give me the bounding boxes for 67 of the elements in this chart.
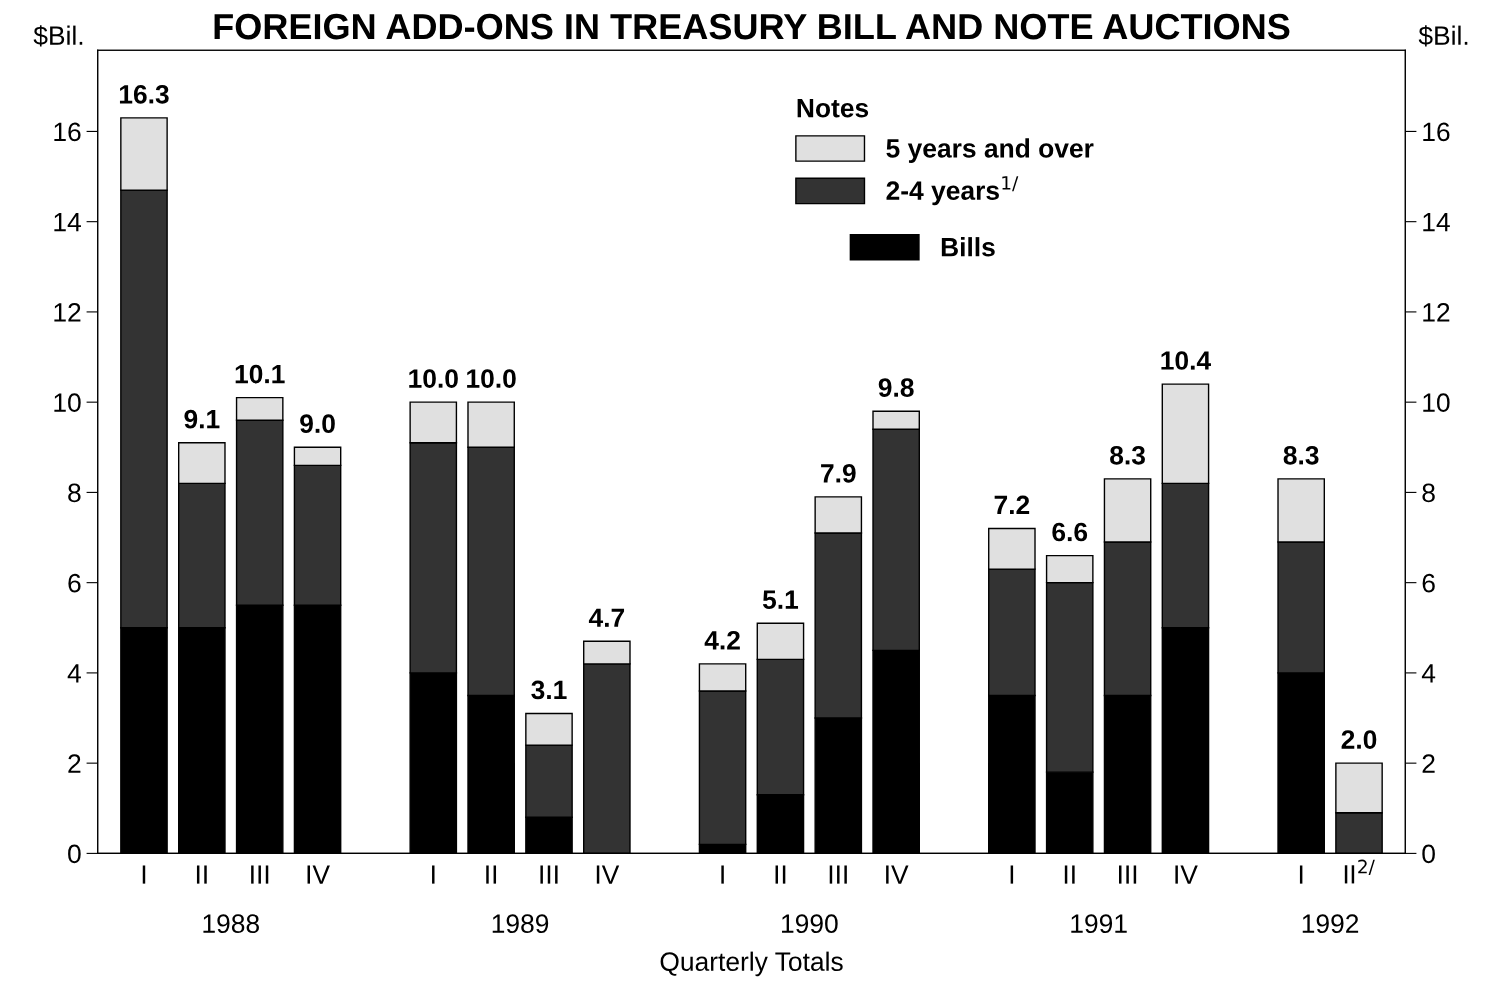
y2-axis-title: $Bil. <box>1418 25 1468 47</box>
total-label: 9.0 <box>300 414 335 434</box>
x-tick-label: IV <box>307 865 330 884</box>
y2-tick-label: 10 <box>1423 393 1450 412</box>
y2-tick-label: 6 <box>1422 573 1435 593</box>
total-label: 8.3 <box>1283 445 1319 465</box>
y-tick-label: 14 <box>54 213 81 232</box>
x-tick-label: III <box>540 865 558 884</box>
y-tick-label: 12 <box>54 303 81 322</box>
x-tick-label: II$^{2/}$ <box>1344 859 1375 884</box>
y2-tick-label: 4 <box>1421 664 1436 683</box>
total-label: 9.1 <box>184 409 220 429</box>
total-label: 9.8 <box>878 378 914 397</box>
y-tick-label: 8 <box>68 483 81 503</box>
y2-tick-label: 8 <box>1422 483 1435 503</box>
total-label: 4.2 <box>704 630 740 650</box>
x-tick-label: III <box>829 865 847 884</box>
total-label: 10.1 <box>235 364 285 384</box>
legend-label: Bills <box>941 237 995 257</box>
total-label: 4.7 <box>588 608 625 627</box>
y-tick-label: 0 <box>68 844 81 864</box>
y-tick-label: 2 <box>68 754 81 773</box>
total-label: 6.6 <box>1052 522 1088 542</box>
x-tick-label: II <box>1064 865 1075 884</box>
text: 1991 <box>1071 914 1127 934</box>
legend-label: 2-4 years$^{1/}$ <box>886 176 1019 206</box>
legend-title: Notes <box>797 99 869 118</box>
total-label: 10.4 <box>1161 351 1211 370</box>
y-axis-title: $Bil. <box>33 25 83 47</box>
x-tick-label: II <box>775 865 786 884</box>
y-tick-label: 4 <box>67 664 81 683</box>
total-label: 7.2 <box>994 495 1030 515</box>
chart-title: FOREIGN ADD-ONS IN TREASURY BILL AND NOTE AUCTIONS <box>214 13 1290 40</box>
y2-tick-label: 12 <box>1423 303 1450 322</box>
y-tick-label: 16 <box>54 122 81 142</box>
total-label: 16.3 <box>119 84 169 104</box>
text: 1992 <box>1302 914 1359 934</box>
y2-tick-label: 16 <box>1423 122 1450 142</box>
text: 1990 <box>782 914 838 934</box>
x-tick-label: IV <box>596 865 620 884</box>
text: 1989 <box>492 914 549 934</box>
text: 1988 <box>203 914 259 934</box>
x-tick-label: III <box>251 865 269 884</box>
x-tick-label: IV <box>886 865 909 884</box>
x-tick-label: II <box>486 865 497 884</box>
x-tick-label: I <box>1299 865 1303 884</box>
y-tick-label: 10 <box>54 393 81 412</box>
total-label: 10.0 <box>409 369 458 388</box>
total-label: 7.9 <box>821 464 856 483</box>
y-tick-label: 6 <box>68 573 81 593</box>
x-tick-label: III <box>1119 865 1137 884</box>
x-tick-label: I <box>1010 865 1014 884</box>
total-label: 8.3 <box>1110 445 1145 465</box>
y2-tick-label: 0 <box>1422 844 1435 864</box>
total-label: 3.1 <box>531 680 567 700</box>
total-label: 10.0 <box>467 369 516 388</box>
x-tick-label: II <box>196 865 207 884</box>
y2-tick-label: 14 <box>1423 213 1450 232</box>
y2-tick-label: 2 <box>1422 754 1435 773</box>
total-label: 5.1 <box>762 590 799 610</box>
x-tick-label: I <box>721 865 724 884</box>
total-label: 2.0 <box>1341 730 1377 749</box>
x-tick-label: IV <box>1175 865 1198 884</box>
x-tick-label: I <box>142 865 146 884</box>
x-tick-label: I <box>432 865 435 884</box>
x-axis-title: Quarterly Totals <box>660 951 843 977</box>
legend-label: 5 years and over <box>886 138 1094 163</box>
